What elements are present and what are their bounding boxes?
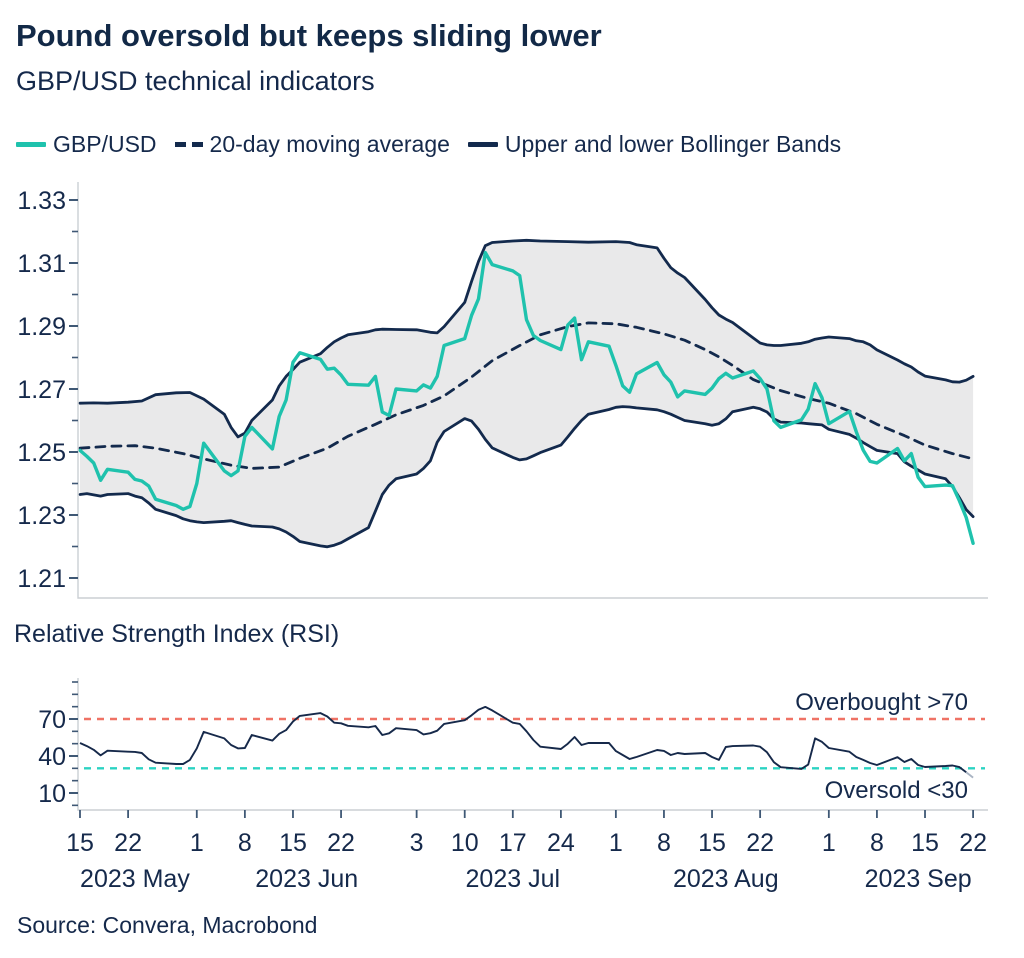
x-axis-day-label: 1 xyxy=(822,829,836,857)
rsi-y-axis-label: 10 xyxy=(38,780,66,808)
x-axis-month-label: 2023 Jul xyxy=(466,865,561,893)
rsi-y-axis-label: 70 xyxy=(38,706,66,734)
legend-item-moving-average: 20-day moving average xyxy=(174,131,450,158)
x-axis-day-label: 8 xyxy=(870,829,884,857)
overbought-annotation: Overbought >70 xyxy=(795,689,968,716)
x-axis-day-label: 1 xyxy=(190,829,204,857)
legend-label: 20-day moving average xyxy=(209,131,450,157)
legend-label: GBP/USD xyxy=(53,131,157,157)
rsi-line-tail xyxy=(965,771,974,779)
x-axis-month-label: 2023 Sep xyxy=(865,865,972,893)
x-axis-day-label: 1 xyxy=(609,829,623,857)
source-credit: Source: Convera, Macrobond xyxy=(17,912,318,938)
page-subtitle: GBP/USD technical indicators xyxy=(16,66,375,96)
price-line xyxy=(78,250,975,545)
bollinger-band-fill xyxy=(80,240,974,547)
y-axis-label: 1.23 xyxy=(17,502,66,530)
y-axis-label: 1.33 xyxy=(17,187,66,215)
legend-item-bollinger-bands: Upper and lower Bollinger Bands xyxy=(467,131,842,158)
rsi-axis-frame xyxy=(77,678,988,811)
x-axis-day-label: 8 xyxy=(238,829,252,857)
navy-line-swatch-icon xyxy=(467,142,498,147)
y-axis-label: 1.31 xyxy=(17,250,66,278)
x-axis-day-label: 8 xyxy=(657,829,671,857)
lower-band-line xyxy=(78,405,975,549)
legend: GBP/USD 20-day moving average Upper and … xyxy=(16,131,841,158)
x-axis-day-label: 22 xyxy=(746,829,774,857)
x-axis-day-label: 15 xyxy=(66,829,94,857)
y-axis-label: 1.25 xyxy=(17,439,66,467)
x-axis-day-label: 24 xyxy=(547,829,575,857)
price-axis-frame xyxy=(77,182,988,599)
x-axis-day-label: 22 xyxy=(327,829,355,857)
page-title: Pound oversold but keeps sliding lower xyxy=(16,18,602,53)
moving-average-line xyxy=(78,321,975,470)
y-axis-label: 1.27 xyxy=(17,376,66,404)
x-axis-day-label: 3 xyxy=(410,829,424,857)
x-axis-day-label: 22 xyxy=(114,829,142,857)
dashed-line-swatch-icon xyxy=(174,142,203,147)
x-axis-day-label: 22 xyxy=(959,829,987,857)
x-axis-day-label: 15 xyxy=(698,829,726,857)
x-axis-day-label: 15 xyxy=(279,829,307,857)
rsi-line xyxy=(79,705,967,774)
upper-band-line xyxy=(78,238,975,439)
legend-label: Upper and lower Bollinger Bands xyxy=(504,131,842,157)
x-axis-month-label: 2023 Aug xyxy=(673,865,779,893)
x-axis-month-label: 2023 May xyxy=(80,865,190,893)
y-axis-label: 1.21 xyxy=(17,565,66,593)
y-axis-label: 1.29 xyxy=(17,313,66,341)
legend-item-gbpusd: GBP/USD xyxy=(16,131,157,158)
teal-line-swatch-icon xyxy=(16,142,46,147)
rsi-y-axis-label: 40 xyxy=(38,743,66,771)
x-axis-day-label: 15 xyxy=(911,829,939,857)
x-axis-day-label: 10 xyxy=(451,829,479,857)
x-axis-month-label: 2023 Jun xyxy=(255,865,358,893)
oversold-annotation: Oversold <30 xyxy=(824,777,968,804)
x-axis-day-label: 17 xyxy=(499,829,527,857)
rsi-panel-title: Relative Strength Index (RSI) xyxy=(14,620,340,648)
